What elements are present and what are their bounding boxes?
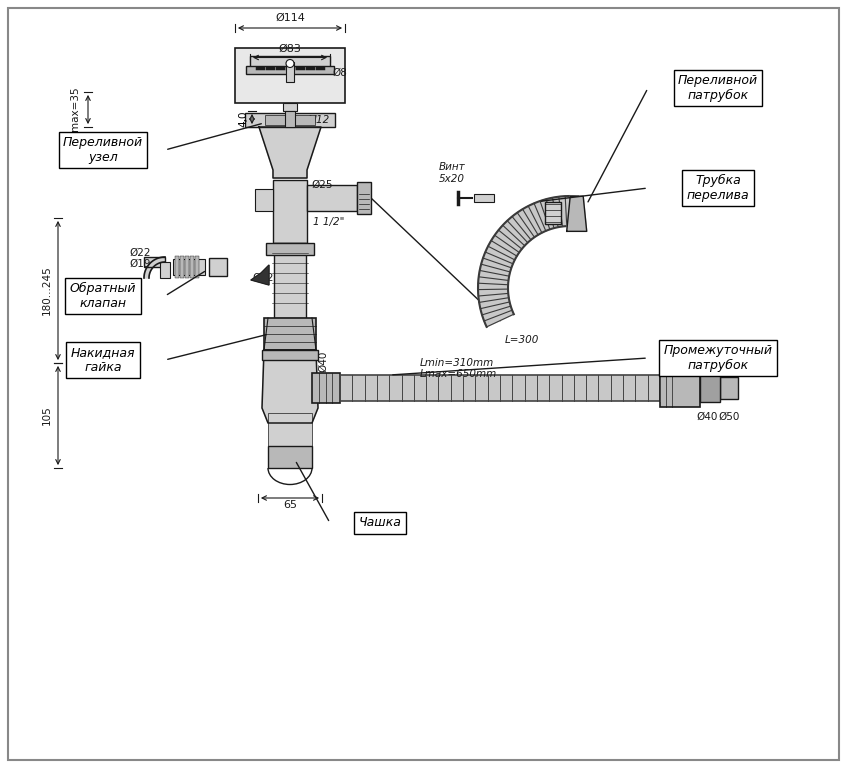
- Text: Lmin=310mm: Lmin=310mm: [420, 358, 495, 368]
- Text: Переливной
узел: Переливной узел: [63, 136, 143, 164]
- Bar: [340, 375, 660, 401]
- Bar: [255, 189, 273, 211]
- Bar: [700, 374, 720, 402]
- Bar: [144, 257, 165, 267]
- Text: Ø114: Ø114: [275, 13, 305, 23]
- Bar: [273, 180, 307, 243]
- Circle shape: [286, 59, 294, 68]
- Bar: [264, 318, 316, 350]
- Text: Lmax=650mm: Lmax=650mm: [420, 369, 497, 379]
- Bar: [357, 182, 371, 214]
- Bar: [545, 202, 561, 223]
- Bar: [307, 185, 357, 211]
- Text: 65: 65: [283, 500, 297, 510]
- Bar: [474, 194, 494, 202]
- Bar: [312, 373, 340, 403]
- Text: Ø40: Ø40: [696, 412, 717, 422]
- Text: Ø19: Ø19: [129, 259, 151, 269]
- Text: M12: M12: [308, 115, 330, 125]
- Bar: [246, 65, 334, 74]
- Bar: [235, 48, 345, 103]
- Polygon shape: [478, 196, 578, 327]
- Text: Винт
5х20: Винт 5х20: [439, 162, 465, 184]
- Text: Чашка: Чашка: [358, 517, 401, 529]
- Bar: [285, 111, 295, 127]
- Text: max=35: max=35: [70, 87, 80, 131]
- Bar: [160, 262, 170, 278]
- Text: 4,0: 4,0: [238, 111, 248, 127]
- Text: Промежуточный
патрубок: Промежуточный патрубок: [663, 344, 772, 372]
- Text: Ø50: Ø50: [718, 412, 739, 422]
- Bar: [286, 61, 294, 81]
- Bar: [245, 113, 335, 127]
- Text: Ø83: Ø83: [279, 44, 302, 54]
- Text: 105: 105: [42, 406, 52, 425]
- Bar: [265, 115, 315, 125]
- Bar: [274, 350, 306, 358]
- Polygon shape: [259, 127, 321, 178]
- Text: Ø32: Ø32: [252, 273, 274, 283]
- Text: Ø8: Ø8: [332, 68, 347, 78]
- Text: 1 1/2": 1 1/2": [313, 217, 345, 227]
- Text: Ø40: Ø40: [318, 351, 328, 372]
- Text: L=300: L=300: [505, 335, 540, 345]
- Bar: [209, 258, 227, 276]
- Bar: [268, 446, 312, 468]
- Bar: [250, 55, 330, 69]
- Bar: [173, 259, 205, 275]
- Bar: [266, 243, 314, 255]
- Bar: [185, 256, 189, 278]
- Bar: [190, 256, 193, 278]
- Polygon shape: [567, 197, 587, 231]
- Bar: [195, 256, 198, 278]
- Text: Трубка
перелива: Трубка перелива: [687, 174, 750, 202]
- Polygon shape: [144, 257, 165, 278]
- Text: 180...245: 180...245: [42, 266, 52, 316]
- Text: Обратный
клапан: Обратный клапан: [69, 282, 136, 310]
- Bar: [180, 256, 184, 278]
- Bar: [274, 243, 306, 318]
- Bar: [268, 413, 312, 446]
- Bar: [262, 350, 318, 360]
- Text: Переливной
патрубок: Переливной патрубок: [678, 74, 758, 102]
- Text: Ø25: Ø25: [311, 180, 333, 190]
- Polygon shape: [262, 350, 318, 423]
- Bar: [660, 369, 700, 407]
- Text: Ø22: Ø22: [129, 248, 151, 258]
- Text: Накидная
гайка: Накидная гайка: [71, 346, 136, 374]
- Bar: [175, 256, 179, 278]
- Polygon shape: [251, 265, 269, 285]
- Bar: [283, 103, 297, 111]
- Bar: [720, 377, 738, 399]
